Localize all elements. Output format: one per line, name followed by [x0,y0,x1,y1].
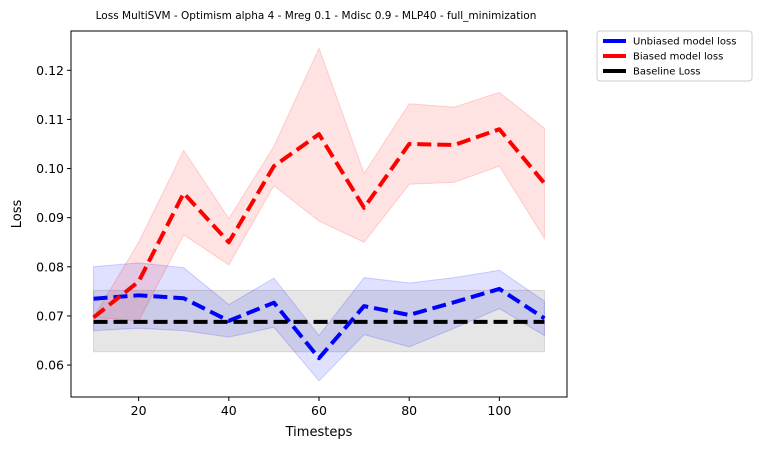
y-tick-label: 0.06 [36,358,64,373]
x-tick-label: 60 [311,403,327,418]
legend-frame [596,30,753,82]
confidence-bands [92,46,545,382]
x-axis-label: Timesteps [285,425,353,440]
y-axis-ticks: 0.06 0.07 0.08 0.09 0.10 0.11 0.12 [36,63,71,373]
series-lines [92,127,546,361]
x-tick-label: 80 [401,403,417,418]
y-tick-label: 0.10 [36,161,64,176]
y-tick-label: 0.12 [36,63,64,78]
unbiased-model-loss-band [93,262,545,382]
unbiased-model-loss-legend-label: Unbiased model loss [633,37,736,48]
y-tick-label: 0.07 [36,308,64,323]
baseline-loss-legend-label: Baseline Loss [633,67,701,78]
x-tick-label: 40 [221,403,237,418]
biased-model-loss-line [92,127,546,319]
x-axis-ticks: 20 40 60 80 100 [131,397,511,418]
x-tick-label: 100 [487,403,511,418]
biased-model-loss-band [92,46,545,322]
x-tick-label: 20 [131,403,147,418]
biased-model-loss-legend-label: Biased model loss [633,52,723,63]
y-tick-label: 0.11 [36,112,64,127]
y-tick-label: 0.08 [36,259,64,274]
chart-title: Loss MultiSVM - Optimism alpha 4 - Mreg … [96,10,537,22]
y-axis-label: Loss [10,200,25,229]
unbiased-model-loss-line [93,286,546,361]
y-tick-label: 0.09 [36,210,64,225]
legend: Unbiased model loss Biased model loss Base… [596,30,753,82]
